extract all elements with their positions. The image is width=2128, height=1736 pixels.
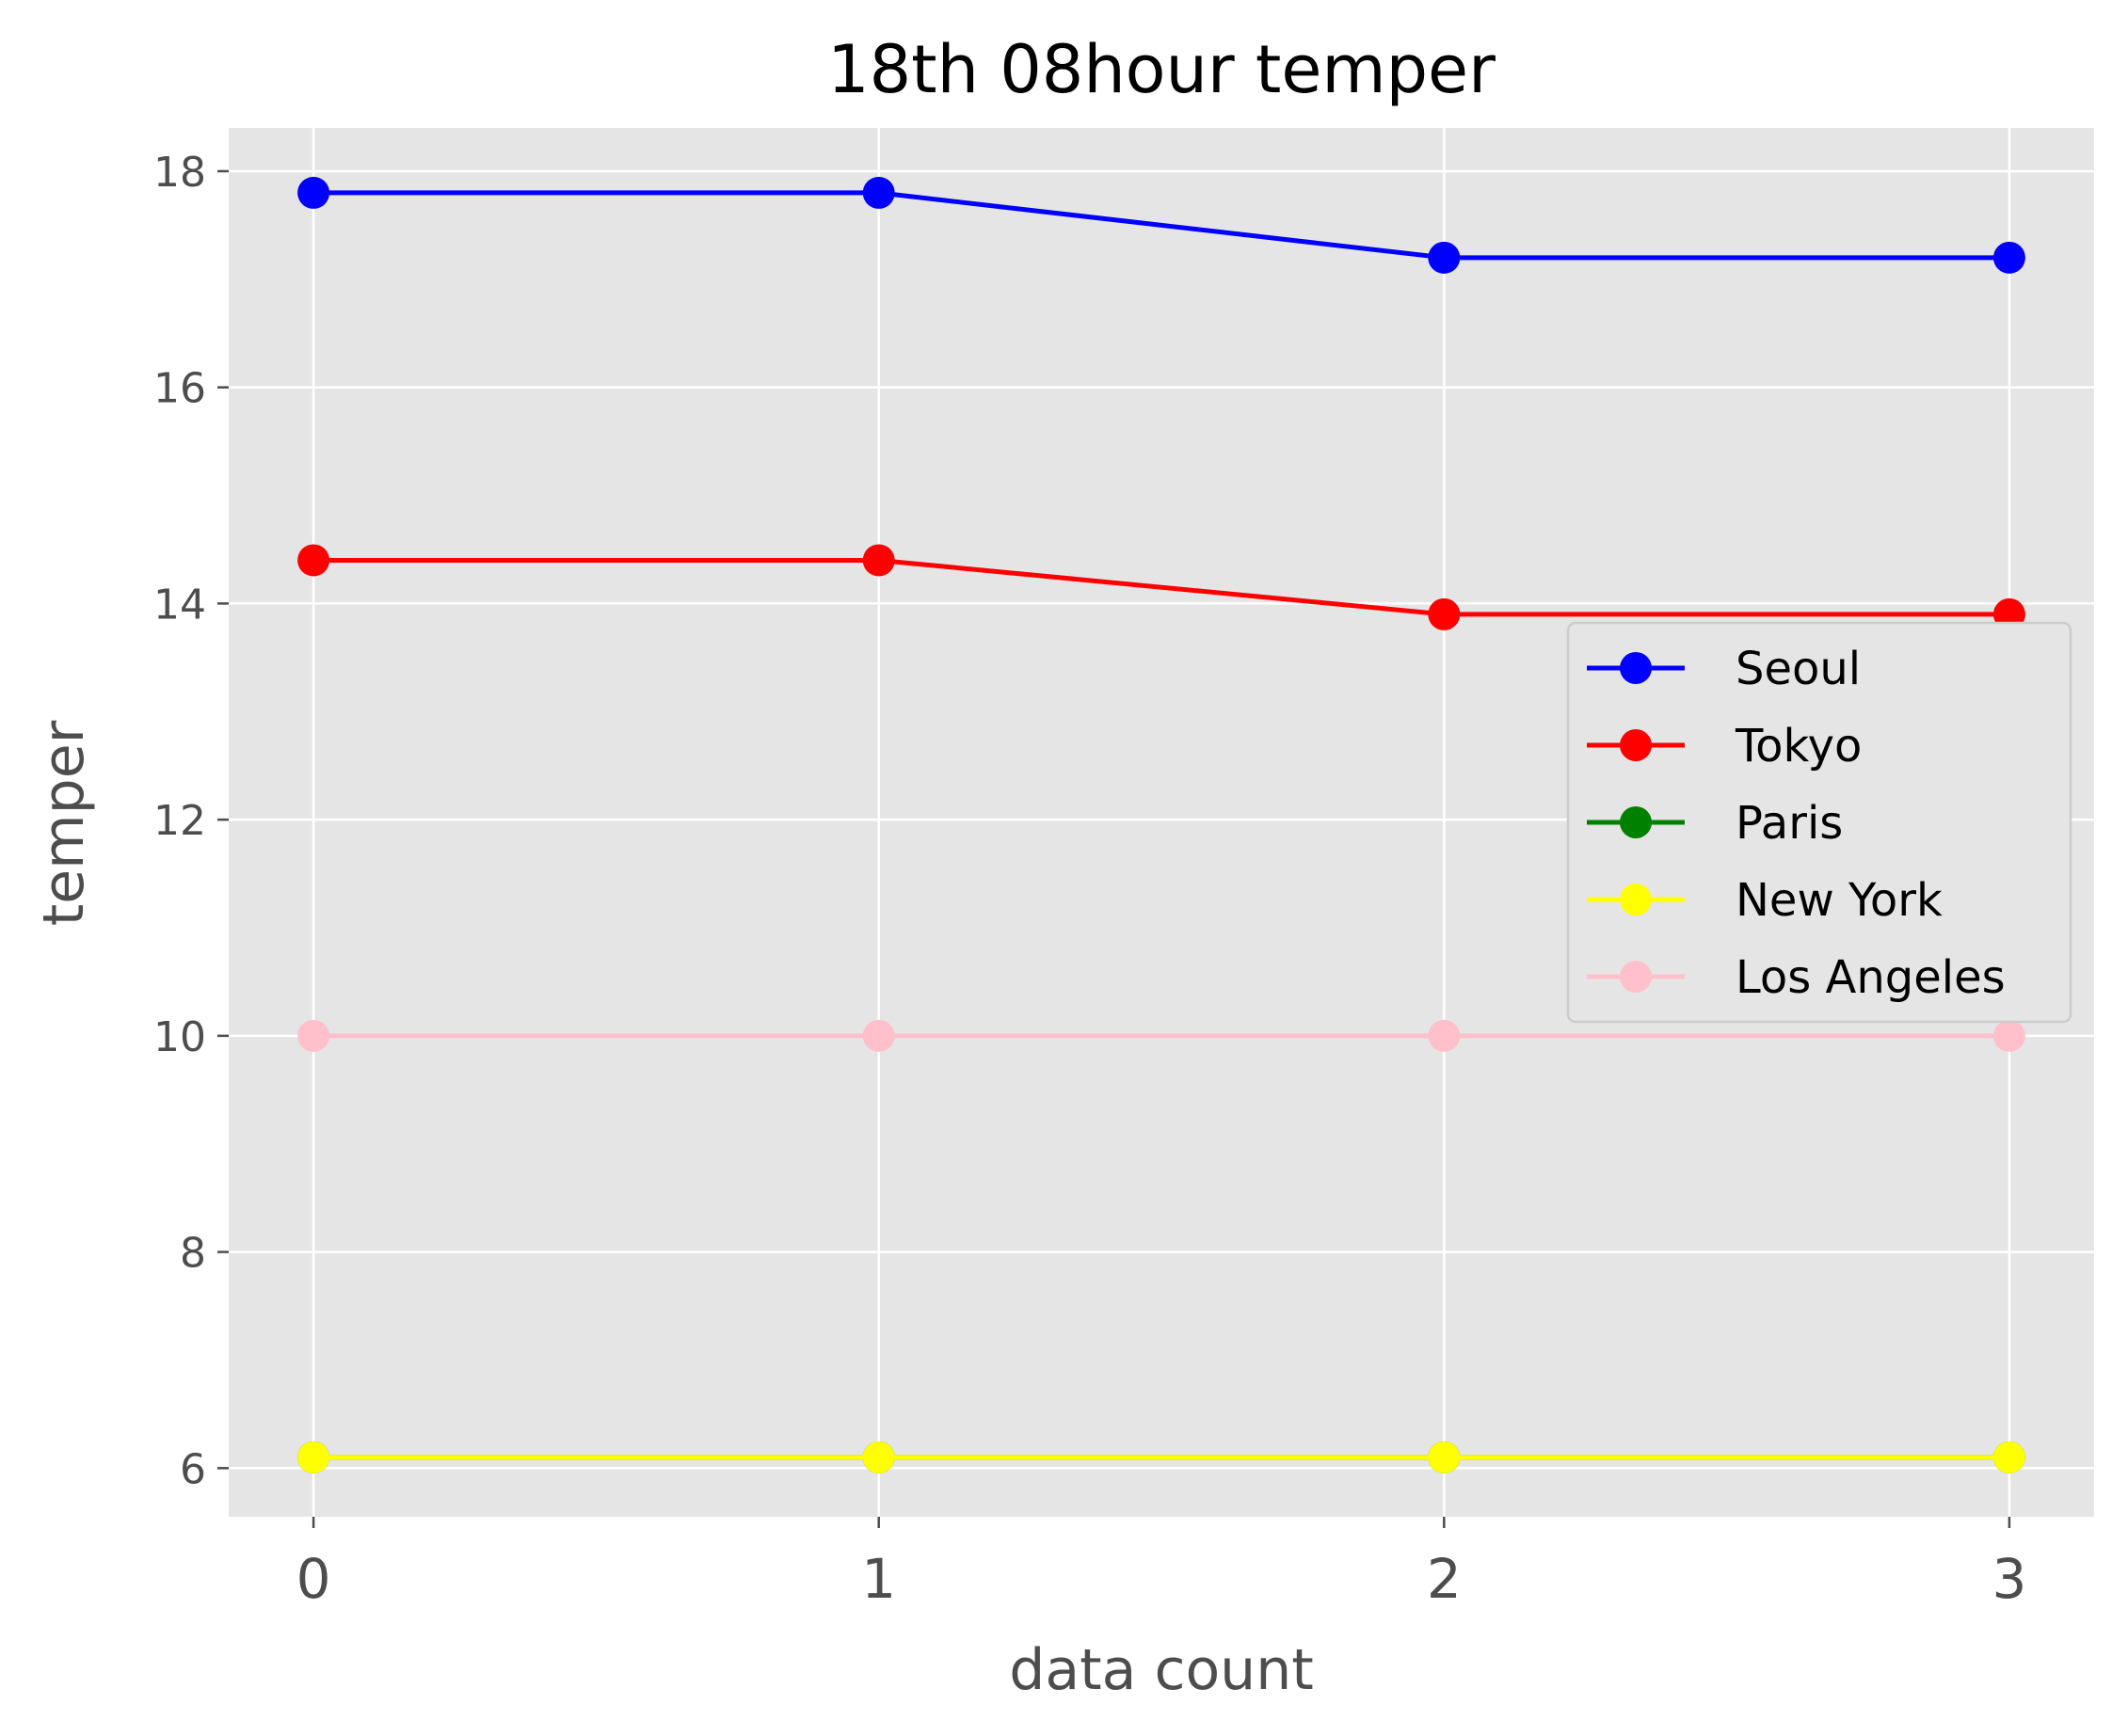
data-point (297, 1441, 330, 1473)
y-tick-label: 12 (153, 797, 206, 845)
series-los-angeles (297, 1019, 2025, 1052)
y-axis-label: temper (31, 720, 97, 926)
data-point (862, 544, 895, 577)
y-tick-label: 18 (153, 149, 206, 197)
legend-marker (1620, 961, 1652, 993)
x-axis: 0 1 2 3 (296, 1517, 2026, 1611)
x-tick-label: 3 (1992, 1547, 2026, 1611)
data-point (862, 1019, 895, 1052)
y-axis: 6 8 10 12 14 16 18 (153, 149, 229, 1493)
series-seoul (297, 176, 2025, 274)
legend: Seoul Tokyo Paris New York Los Angeles (1566, 621, 2072, 1024)
x-tick-label: 0 (296, 1547, 331, 1611)
legend-label: Seoul (1736, 643, 1861, 695)
legend-frame (1566, 621, 2072, 1024)
legend-marker (1620, 884, 1652, 916)
legend-item: Tokyo (1587, 720, 1862, 772)
data-point (1992, 1019, 2025, 1052)
legend-item: New York (1587, 874, 1943, 927)
legend-label: New York (1736, 874, 1943, 927)
legend-marker (1620, 806, 1652, 838)
data-point (1428, 241, 1461, 274)
data-point (297, 544, 330, 577)
x-tick-label: 1 (861, 1547, 896, 1611)
legend-marker (1620, 652, 1652, 684)
y-tick-label: 6 (180, 1445, 206, 1493)
data-point (297, 1019, 330, 1052)
data-point (1992, 241, 2025, 274)
data-point (297, 176, 330, 209)
legend-label: Tokyo (1735, 720, 1862, 772)
y-tick-label: 16 (153, 365, 206, 413)
legend-item: Paris (1587, 797, 1843, 850)
y-tick-label: 14 (153, 581, 206, 629)
series-line (313, 557, 2009, 617)
y-tick-label: 10 (153, 1013, 206, 1061)
series-group (297, 176, 2025, 1473)
legend-item: Los Angeles (1587, 951, 2006, 1004)
data-point (862, 1441, 895, 1473)
legend-marker (1620, 729, 1652, 761)
series-line (313, 190, 2009, 261)
y-tick-label: 8 (180, 1230, 206, 1278)
x-tick-label: 2 (1427, 1547, 1462, 1611)
series-new-york (297, 1441, 2025, 1473)
data-point (1428, 597, 1461, 630)
data-point (1992, 1441, 2025, 1473)
data-point (1428, 1019, 1461, 1052)
legend-label: Paris (1736, 797, 1843, 850)
legend-label: Los Angeles (1736, 951, 2006, 1004)
chart-title: 18th 08hour temper (827, 31, 1496, 108)
data-point (862, 176, 895, 209)
series-tokyo (297, 544, 2025, 630)
legend-item: Seoul (1587, 643, 1861, 695)
x-axis-label: data count (1009, 1637, 1314, 1703)
data-point (1428, 1441, 1461, 1473)
